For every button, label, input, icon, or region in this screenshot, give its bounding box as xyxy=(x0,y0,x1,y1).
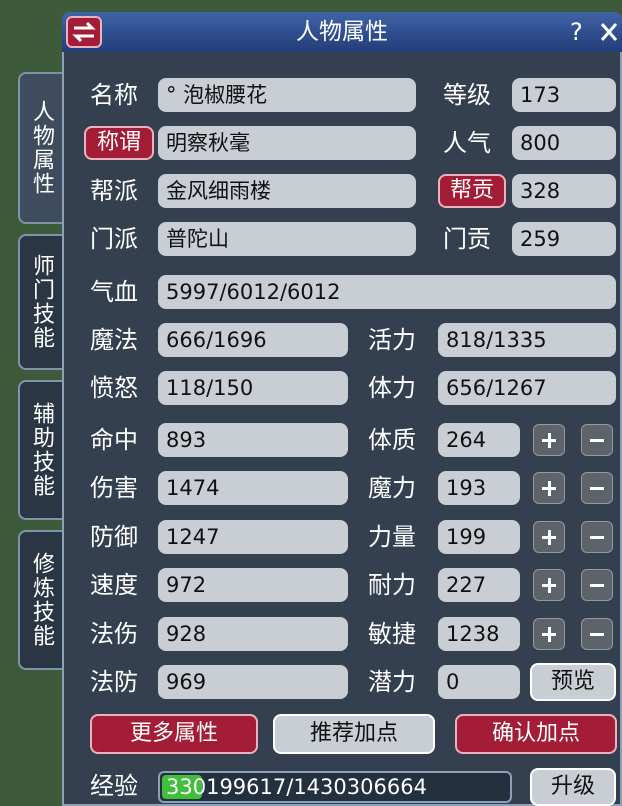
help-button[interactable]: ? xyxy=(570,18,583,46)
preview-button[interactable]: 预览 xyxy=(530,663,616,701)
field-value: 193 xyxy=(438,471,520,505)
field-value: 928 xyxy=(158,617,348,651)
field-label: 速度 xyxy=(90,571,138,599)
field-label: 魔力 xyxy=(368,474,416,502)
field-label: 门贡 xyxy=(443,225,491,253)
field-value: 264 xyxy=(438,423,520,457)
field-label: 气血 xyxy=(90,278,138,306)
field-value: 1238 xyxy=(438,617,520,651)
field-value: 656/1267 xyxy=(438,371,616,405)
field-value: 0 xyxy=(438,665,520,699)
field-value: 893 xyxy=(158,423,348,457)
field-value: 818/1335 xyxy=(438,323,616,357)
field-label: 体质 xyxy=(368,426,416,454)
field-value: 259 xyxy=(512,222,616,256)
upgrade-button[interactable]: 升级 xyxy=(530,768,616,806)
exp-fill xyxy=(162,775,202,799)
field-label: 名称 xyxy=(90,81,138,109)
field-label: 力量 xyxy=(368,523,416,551)
recommend-button[interactable]: 推荐加点 xyxy=(273,714,435,754)
minus-button[interactable] xyxy=(581,618,613,650)
plus-button[interactable] xyxy=(533,472,565,504)
contribution-button[interactable]: 帮贡 xyxy=(438,174,506,208)
field-value: 666/1696 xyxy=(158,323,348,357)
title: 人物属性 xyxy=(296,19,388,45)
field-value: 173 xyxy=(512,78,616,112)
plus-button[interactable] xyxy=(533,521,565,553)
minus-button[interactable] xyxy=(581,569,613,601)
side-tab[interactable]: 修炼技能 xyxy=(18,530,62,670)
field-label: 伤害 xyxy=(90,474,138,502)
field-value: 800 xyxy=(512,126,616,160)
field-value: 972 xyxy=(158,568,348,602)
plus-button[interactable] xyxy=(533,618,565,650)
swap-icon xyxy=(72,21,96,43)
side-tab[interactable]: 师门技能 xyxy=(18,234,62,370)
field-label: 愤怒 xyxy=(90,374,138,402)
plus-button[interactable] xyxy=(533,424,565,456)
minus-button[interactable] xyxy=(581,424,613,456)
more-button[interactable]: 更多属性 xyxy=(90,714,258,754)
field-label: 法防 xyxy=(90,668,138,696)
field-value: 227 xyxy=(438,568,520,602)
title-button[interactable]: 称谓 xyxy=(84,126,154,160)
side-tab[interactable]: 人物属性 xyxy=(18,72,62,224)
field-value: 199 xyxy=(438,520,520,554)
field-label: 等级 xyxy=(443,81,491,109)
plus-button[interactable] xyxy=(533,569,565,601)
field-label: 法伤 xyxy=(90,620,138,648)
field-label: 经验 xyxy=(90,772,138,800)
field-value: 118/150 xyxy=(158,371,348,405)
confirm-button[interactable]: 确认加点 xyxy=(455,714,617,754)
field-value: 普陀山 xyxy=(158,222,416,256)
field-label: 耐力 xyxy=(368,571,416,599)
minus-button[interactable] xyxy=(581,472,613,504)
field-value: 328 xyxy=(512,174,616,208)
swap-button[interactable] xyxy=(66,16,102,48)
field-value: 1474 xyxy=(158,471,348,505)
field-label: 活力 xyxy=(368,326,416,354)
field-label: 体力 xyxy=(368,374,416,402)
field-value: 明察秋毫 xyxy=(158,126,416,160)
field-label: 帮派 xyxy=(90,177,138,205)
close-icon[interactable] xyxy=(600,22,618,42)
field-label: 命中 xyxy=(90,426,138,454)
field-label: 门派 xyxy=(90,225,138,253)
field-value: 5997/6012/6012 xyxy=(158,275,616,309)
side-tab[interactable]: 辅助技能 xyxy=(18,380,62,520)
field-label: 防御 xyxy=(90,523,138,551)
field-label: 潜力 xyxy=(368,668,416,696)
field-value: 1247 xyxy=(158,520,348,554)
title-bar: 人物属性 xyxy=(62,12,622,52)
field-label: 人气 xyxy=(443,129,491,157)
field-value: 金风细雨楼 xyxy=(158,174,416,208)
exp-text: 330199617/1430306664 xyxy=(166,775,427,799)
field-value: 969 xyxy=(158,665,348,699)
minus-button[interactable] xyxy=(581,521,613,553)
field-value: ° 泡椒腰花 xyxy=(158,78,416,112)
field-label: 敏捷 xyxy=(368,620,416,648)
exp-bar xyxy=(158,771,512,803)
field-label: 魔法 xyxy=(90,326,138,354)
